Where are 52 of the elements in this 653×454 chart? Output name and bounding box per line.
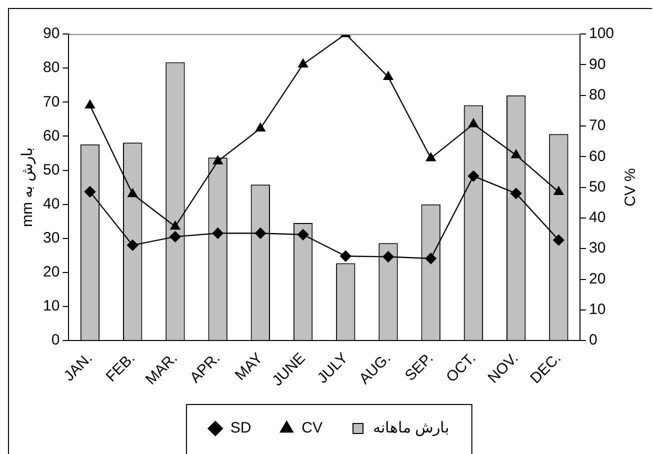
legend-label: CV: [302, 420, 323, 437]
x-tick-label: JAN.: [60, 350, 96, 385]
y2-tick-label: 70: [588, 117, 606, 134]
y-tick-label: 70: [42, 93, 60, 110]
y2-tick-label: 90: [588, 56, 606, 73]
y-tick-label: 30: [42, 230, 60, 247]
y-tick-label: 60: [42, 127, 60, 144]
point: [85, 100, 95, 109]
y2-tick-label: 10: [588, 301, 606, 318]
legend-label: SD: [230, 420, 252, 437]
y-tick-label: 0: [51, 332, 60, 349]
point: [170, 231, 181, 242]
y2-tick-label: 40: [588, 209, 606, 226]
y-tick-label: 90: [42, 25, 60, 42]
y2-tick-label: 20: [588, 270, 606, 288]
point: [426, 152, 436, 162]
x-tick-label: SEP.: [402, 350, 437, 384]
point: [298, 58, 308, 68]
point: [468, 118, 478, 128]
point: [554, 186, 564, 195]
y2-tick-label: 100: [588, 25, 614, 42]
point: [254, 228, 266, 239]
legend-label: بارش ماهانه: [373, 420, 450, 437]
y2-tick-label: 30: [588, 240, 606, 257]
point: [425, 252, 436, 264]
point: [84, 186, 96, 198]
point: [510, 188, 522, 200]
y-tick-label: 40: [42, 195, 60, 212]
point: [382, 251, 394, 262]
y-tick-label: 20: [42, 264, 60, 281]
y-tick-label: 10: [42, 298, 60, 315]
y2-tick-label: 0: [588, 332, 598, 349]
y2-tick-label: 80: [588, 86, 606, 104]
point: [468, 170, 480, 182]
point: [128, 188, 138, 198]
point: [255, 122, 266, 132]
y-axis-title: بارش به mm: [19, 148, 36, 227]
y2-axis-title: CV %: [622, 168, 640, 206]
point: [212, 228, 224, 239]
point: [553, 234, 564, 246]
point: [126, 240, 138, 251]
y-tick-label: 80: [42, 59, 60, 76]
x-tick-label: FEB.: [102, 350, 138, 386]
point: [383, 71, 394, 80]
point: [511, 149, 521, 158]
point: [340, 250, 352, 262]
point: [170, 220, 180, 230]
y2-tick-label: 50: [588, 178, 606, 196]
y-tick-label: 50: [42, 161, 60, 178]
point: [297, 229, 309, 240]
point: [212, 156, 223, 164]
y2-tick-label: 60: [588, 148, 606, 165]
